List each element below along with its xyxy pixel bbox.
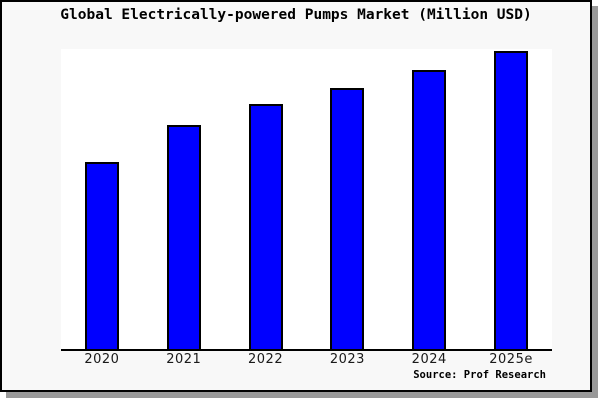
bar-2025e xyxy=(494,50,529,349)
x-tick-label-2024: 2024 xyxy=(411,352,447,367)
chart-panel: Global Electrically-powered Pumps Market… xyxy=(0,0,592,392)
bar-2020 xyxy=(84,162,119,349)
x-tick-label-2021: 2021 xyxy=(166,352,202,367)
bar-slot-2023 xyxy=(306,87,388,349)
x-tick-label-2022: 2022 xyxy=(248,352,284,367)
bar-2024 xyxy=(412,69,447,349)
bar-2022 xyxy=(248,104,283,349)
bar-slot-2024 xyxy=(388,69,470,349)
chart-title: Global Electrically-powered Pumps Market… xyxy=(60,7,532,23)
x-axis-tick-labels: 2020 2021 2022 2023 2024 2025e xyxy=(61,352,552,367)
bar-2023 xyxy=(330,87,365,349)
bar-group xyxy=(61,49,552,349)
x-tick-label-2025e: 2025e xyxy=(489,352,533,367)
source-credit: Source: Prof Research xyxy=(413,369,546,381)
x-axis-line xyxy=(61,349,552,351)
bar-slot-2025e xyxy=(470,50,552,349)
bar-2021 xyxy=(166,125,201,349)
plot-area xyxy=(61,49,552,351)
bar-slot-2020 xyxy=(61,162,143,349)
bar-slot-2022 xyxy=(225,104,307,349)
bar-slot-2021 xyxy=(143,125,225,349)
x-tick-label-2020: 2020 xyxy=(84,352,120,367)
x-tick-label-2023: 2023 xyxy=(329,352,365,367)
